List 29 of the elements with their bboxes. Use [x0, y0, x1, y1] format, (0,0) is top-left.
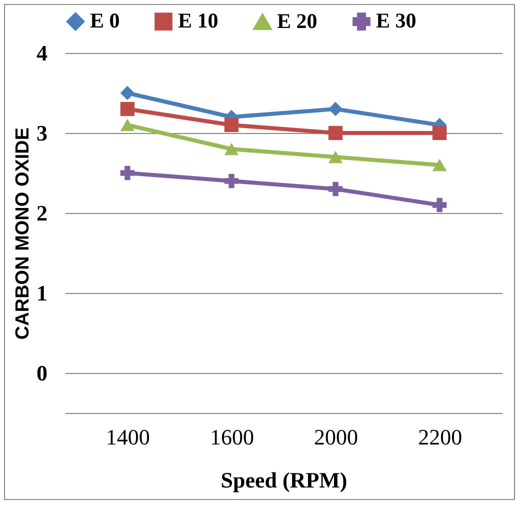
- y-tick-label: 1: [36, 280, 48, 306]
- x-tick-label: 1400: [106, 424, 150, 450]
- point: [224, 142, 239, 156]
- point: [224, 118, 239, 132]
- point: [120, 102, 134, 116]
- x-tick-label: 2200: [418, 424, 462, 450]
- x-tick-label: 2000: [314, 424, 358, 450]
- y-tick-label: 2: [36, 200, 48, 226]
- point: [328, 102, 343, 116]
- y-axis-title: CARBON MONO OXIDE: [12, 127, 34, 340]
- x-axis-title: Speed (RPM): [220, 468, 348, 492]
- legend-label: E 0: [90, 8, 120, 33]
- point: [120, 166, 134, 180]
- y-tick-label: 4: [36, 40, 48, 66]
- point: [120, 86, 134, 100]
- legend-label: E 20: [277, 9, 318, 34]
- x-tick-label: 1600: [210, 424, 254, 450]
- point: [328, 126, 343, 140]
- legend-label: E 10: [178, 8, 218, 33]
- point: [120, 118, 134, 132]
- point: [224, 174, 239, 188]
- point: [432, 126, 447, 140]
- point: [328, 150, 343, 164]
- point: [432, 198, 447, 212]
- y-tick-label: 3: [36, 120, 48, 146]
- point: [328, 182, 343, 196]
- y-tick-label: 0: [36, 360, 48, 386]
- legend-label: E 30: [376, 8, 416, 33]
- point: [432, 158, 447, 172]
